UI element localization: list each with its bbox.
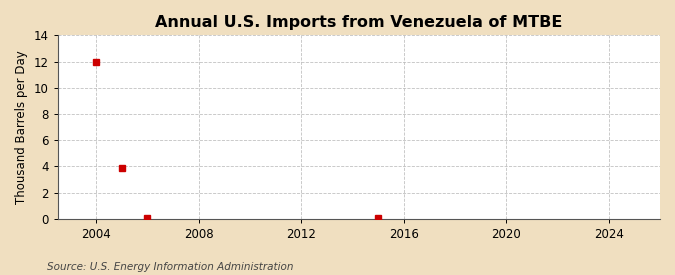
Text: Source: U.S. Energy Information Administration: Source: U.S. Energy Information Administ…	[47, 262, 294, 272]
Y-axis label: Thousand Barrels per Day: Thousand Barrels per Day	[15, 50, 28, 204]
Title: Annual U.S. Imports from Venezuela of MTBE: Annual U.S. Imports from Venezuela of MT…	[155, 15, 562, 30]
